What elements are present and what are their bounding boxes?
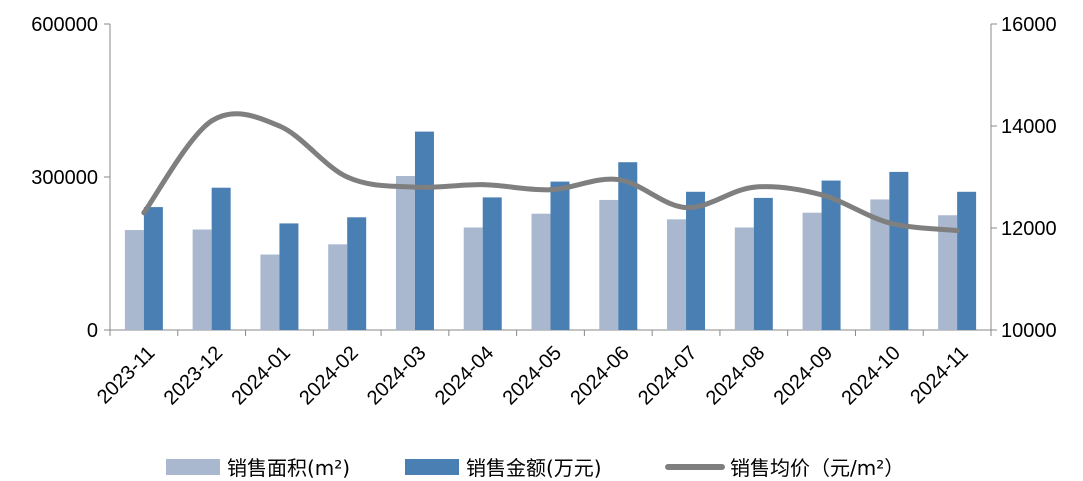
price-point-2024-02 — [344, 174, 350, 180]
bar-amount-2024-09 — [821, 180, 841, 330]
left-axis-tick-label: 0 — [87, 320, 98, 342]
bar-amount-2024-07 — [686, 191, 706, 330]
bar-area-2024-08 — [734, 227, 754, 330]
bar-amount-2024-03 — [414, 131, 434, 330]
bars — [124, 131, 977, 330]
axes: 0 300000 600000 10000 12000 14000 16000 — [31, 14, 1056, 342]
bar-amount-2024-10 — [889, 171, 909, 330]
category-label: 2024-04 — [431, 342, 498, 409]
price-point-2024-04 — [480, 182, 486, 188]
category-label: 2024-01 — [227, 342, 294, 409]
category-label: 2024-06 — [566, 342, 633, 409]
bar-amount-2024-11 — [957, 191, 977, 330]
right-axis-tick-label: 14000 — [1001, 116, 1057, 138]
left-axis-tick-label: 600000 — [31, 14, 98, 36]
left-axis-tick-label: 300000 — [31, 167, 98, 189]
bar-amount-2024-06 — [618, 162, 638, 330]
category-labels: 2023-11 2023-12 2024-01 2024-02 2024-03 2024-… — [93, 342, 973, 409]
bar-amount-2023-11 — [143, 207, 163, 330]
price-point-2024-01 — [276, 123, 282, 129]
legend-swatch-area — [166, 459, 220, 475]
line-series — [141, 111, 960, 234]
category-label: 2024-09 — [770, 342, 837, 409]
bar-amount-2023-12 — [211, 187, 231, 330]
bar-area-2024-09 — [802, 212, 822, 330]
bar-area-2024-05 — [531, 213, 551, 330]
bar-amount-2024-02 — [347, 217, 367, 330]
price-point-2024-03 — [412, 184, 418, 190]
bar-amount-2024-04 — [482, 197, 502, 330]
price-point-2024-07 — [683, 205, 689, 211]
price-point-2023-12 — [209, 118, 215, 124]
category-label: 2023-11 — [93, 342, 159, 408]
bar-amount-2024-05 — [550, 181, 570, 330]
price-point-2024-10 — [886, 220, 892, 226]
bar-area-2024-03 — [395, 175, 415, 330]
bar-amount-2024-08 — [753, 197, 773, 330]
category-label: 2024-03 — [363, 342, 430, 409]
price-point-2024-09 — [819, 192, 825, 198]
right-axis-tick-label: 12000 — [1001, 218, 1057, 240]
legend-label-amount: 销售金额(万元) — [466, 456, 602, 480]
bar-area-2024-04 — [463, 227, 483, 330]
legend-label-price: 销售均价（元/m²） — [730, 456, 904, 480]
bar-area-2024-11 — [938, 215, 958, 330]
category-label: 2024-02 — [295, 342, 362, 409]
price-point-2024-08 — [751, 184, 757, 190]
price-point-2024-06 — [615, 177, 621, 183]
category-label: 2024-10 — [837, 342, 904, 409]
category-label: 2024-11 — [906, 342, 972, 408]
bar-amount-2024-01 — [279, 223, 299, 330]
bar-area-2024-02 — [328, 244, 348, 330]
category-label: 2024-07 — [634, 342, 701, 409]
bar-area-2024-10 — [870, 199, 890, 330]
category-label: 2024-08 — [702, 342, 769, 409]
category-label: 2023-12 — [160, 342, 227, 409]
bar-area-2023-12 — [192, 229, 212, 330]
right-axis-tick-label: 16000 — [1001, 14, 1057, 36]
bar-area-2024-06 — [599, 199, 619, 330]
price-point-2024-05 — [548, 187, 553, 193]
legend: 销售面积(m²) 销售金额(万元) 销售均价（元/m²） — [166, 456, 904, 480]
legend-label-area: 销售面积(m²) — [227, 456, 350, 480]
bar-area-2024-01 — [260, 254, 280, 330]
category-label: 2024-05 — [499, 342, 566, 409]
bar-area-2024-07 — [667, 219, 687, 330]
right-axis-tick-label: 10000 — [1001, 320, 1057, 342]
legend-swatch-amount — [405, 459, 459, 475]
price-point-2024-11 — [954, 228, 960, 234]
bar-area-2023-11 — [124, 230, 144, 330]
price-point-2023-11 — [141, 210, 147, 216]
